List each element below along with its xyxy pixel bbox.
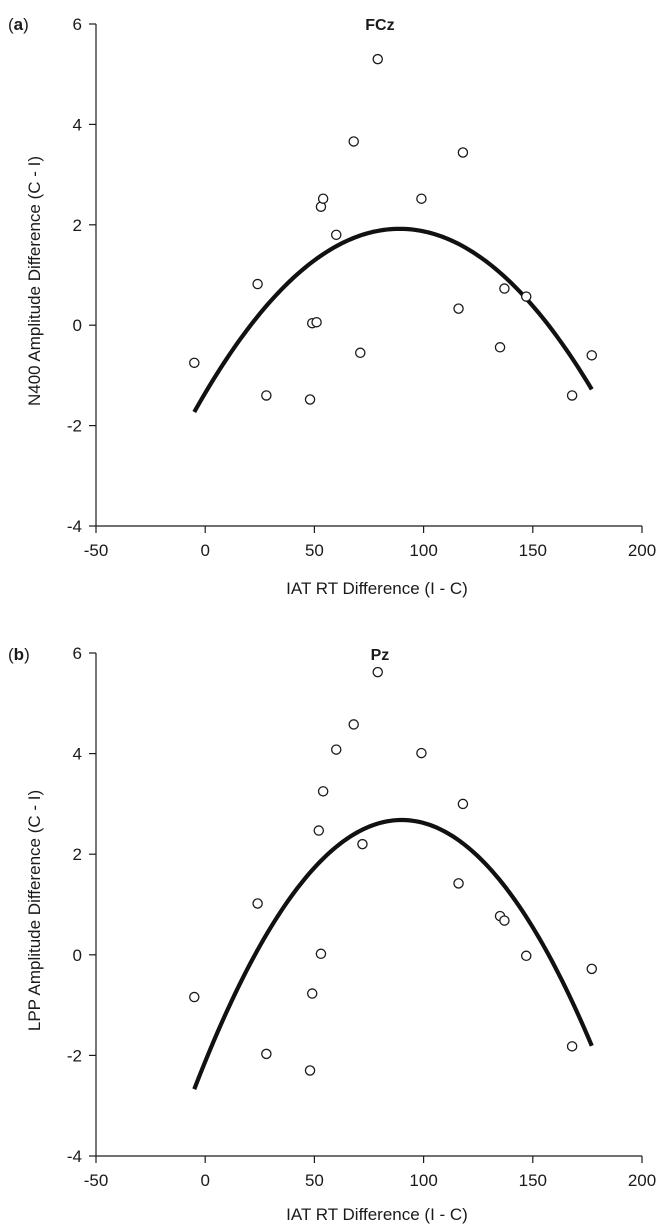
data-point bbox=[457, 798, 469, 810]
y-axis-label: LPP Amplitude Difference (C - I) bbox=[25, 790, 44, 1031]
x-tick-label: 200 bbox=[628, 1171, 656, 1190]
data-point bbox=[311, 316, 322, 328]
data-point bbox=[315, 948, 327, 960]
y-tick-label: -4 bbox=[67, 517, 82, 536]
data-point bbox=[317, 193, 329, 204]
data-point bbox=[313, 825, 325, 836]
data-point bbox=[304, 1065, 316, 1076]
x-tick-label: 50 bbox=[305, 1171, 324, 1190]
data-point bbox=[520, 291, 532, 302]
x-tick-label: 200 bbox=[628, 541, 656, 560]
data-point bbox=[330, 744, 342, 755]
y-axis-label: N400 Amplitude Difference (C - I) bbox=[25, 156, 44, 406]
panel-label-open: ( bbox=[8, 15, 14, 34]
x-tick-label: 150 bbox=[519, 1171, 547, 1190]
x-axis-label: IAT RT Difference (I - C) bbox=[286, 1205, 468, 1224]
data-point bbox=[457, 147, 469, 158]
chart-panel-a: -4 -2 0 2 4 6 -50 0 50 100 150 200 IAT RT Difference… bbox=[8, 15, 656, 598]
data-point bbox=[252, 278, 263, 290]
data-point bbox=[494, 342, 506, 353]
y-tick-label: 4 bbox=[73, 115, 82, 134]
x-tick-label: 0 bbox=[200, 1171, 209, 1190]
data-point bbox=[348, 719, 359, 730]
x-axis-label: IAT RT Difference (I - C) bbox=[286, 579, 468, 598]
x-tick-label: -50 bbox=[84, 1171, 109, 1190]
data-point bbox=[261, 390, 272, 401]
panel-label: (a) bbox=[8, 15, 29, 34]
data-point bbox=[586, 350, 598, 361]
y-tick-label: 6 bbox=[73, 15, 82, 34]
panel-label: (b) bbox=[8, 645, 30, 664]
data-point bbox=[453, 878, 464, 889]
x-tick-label: 50 bbox=[305, 541, 324, 560]
data-point bbox=[261, 1048, 272, 1060]
fit-curve bbox=[192, 817, 594, 1090]
y-tick-label: -2 bbox=[67, 417, 82, 436]
data-point bbox=[304, 394, 316, 405]
x-tick-label: -50 bbox=[84, 541, 109, 560]
data-point bbox=[499, 915, 510, 926]
data-point bbox=[416, 747, 427, 759]
data-point bbox=[566, 390, 578, 401]
x-tick-label: 100 bbox=[409, 1171, 437, 1190]
fit-curve bbox=[192, 226, 594, 414]
panel-label-close: ) bbox=[23, 15, 29, 34]
y-tick-label: -2 bbox=[67, 1046, 82, 1065]
y-tick-label: -4 bbox=[67, 1147, 82, 1166]
data-point bbox=[355, 347, 366, 359]
data-point bbox=[317, 786, 329, 797]
panel-label-close: ) bbox=[24, 645, 30, 664]
y-tick-label: 6 bbox=[73, 644, 82, 663]
data-point bbox=[453, 303, 464, 314]
y-tick-label: 0 bbox=[73, 946, 82, 965]
data-point bbox=[357, 838, 368, 850]
chart-title: FCz bbox=[365, 17, 394, 34]
data-point bbox=[306, 988, 318, 999]
y-tick-label: 2 bbox=[73, 216, 82, 235]
data-point bbox=[252, 898, 263, 909]
data-point bbox=[372, 53, 383, 65]
data-point bbox=[189, 357, 200, 369]
data-point bbox=[189, 991, 200, 1003]
panel-label-letter: b bbox=[14, 645, 24, 664]
panel-label-open: ( bbox=[8, 645, 14, 664]
x-tick-label: 0 bbox=[200, 541, 209, 560]
data-point bbox=[586, 963, 598, 975]
y-tick-label: 4 bbox=[73, 745, 82, 764]
data-point bbox=[499, 283, 510, 294]
y-tick-label: 0 bbox=[73, 316, 82, 335]
data-point bbox=[416, 193, 427, 204]
data-point bbox=[372, 666, 383, 678]
x-tick-label: 100 bbox=[409, 541, 437, 560]
chart-title: Pz bbox=[371, 647, 390, 664]
panel-label-letter: a bbox=[14, 15, 24, 34]
data-point bbox=[348, 136, 359, 147]
x-tick-label: 150 bbox=[519, 541, 547, 560]
data-point bbox=[520, 950, 532, 962]
y-tick-label: 2 bbox=[73, 845, 82, 864]
chart-panel-b: -4 -2 0 2 4 6 -50 0 50 100 150 200 IAT RT Difference… bbox=[8, 644, 656, 1224]
data-point bbox=[330, 229, 342, 241]
data-point bbox=[566, 1041, 578, 1052]
